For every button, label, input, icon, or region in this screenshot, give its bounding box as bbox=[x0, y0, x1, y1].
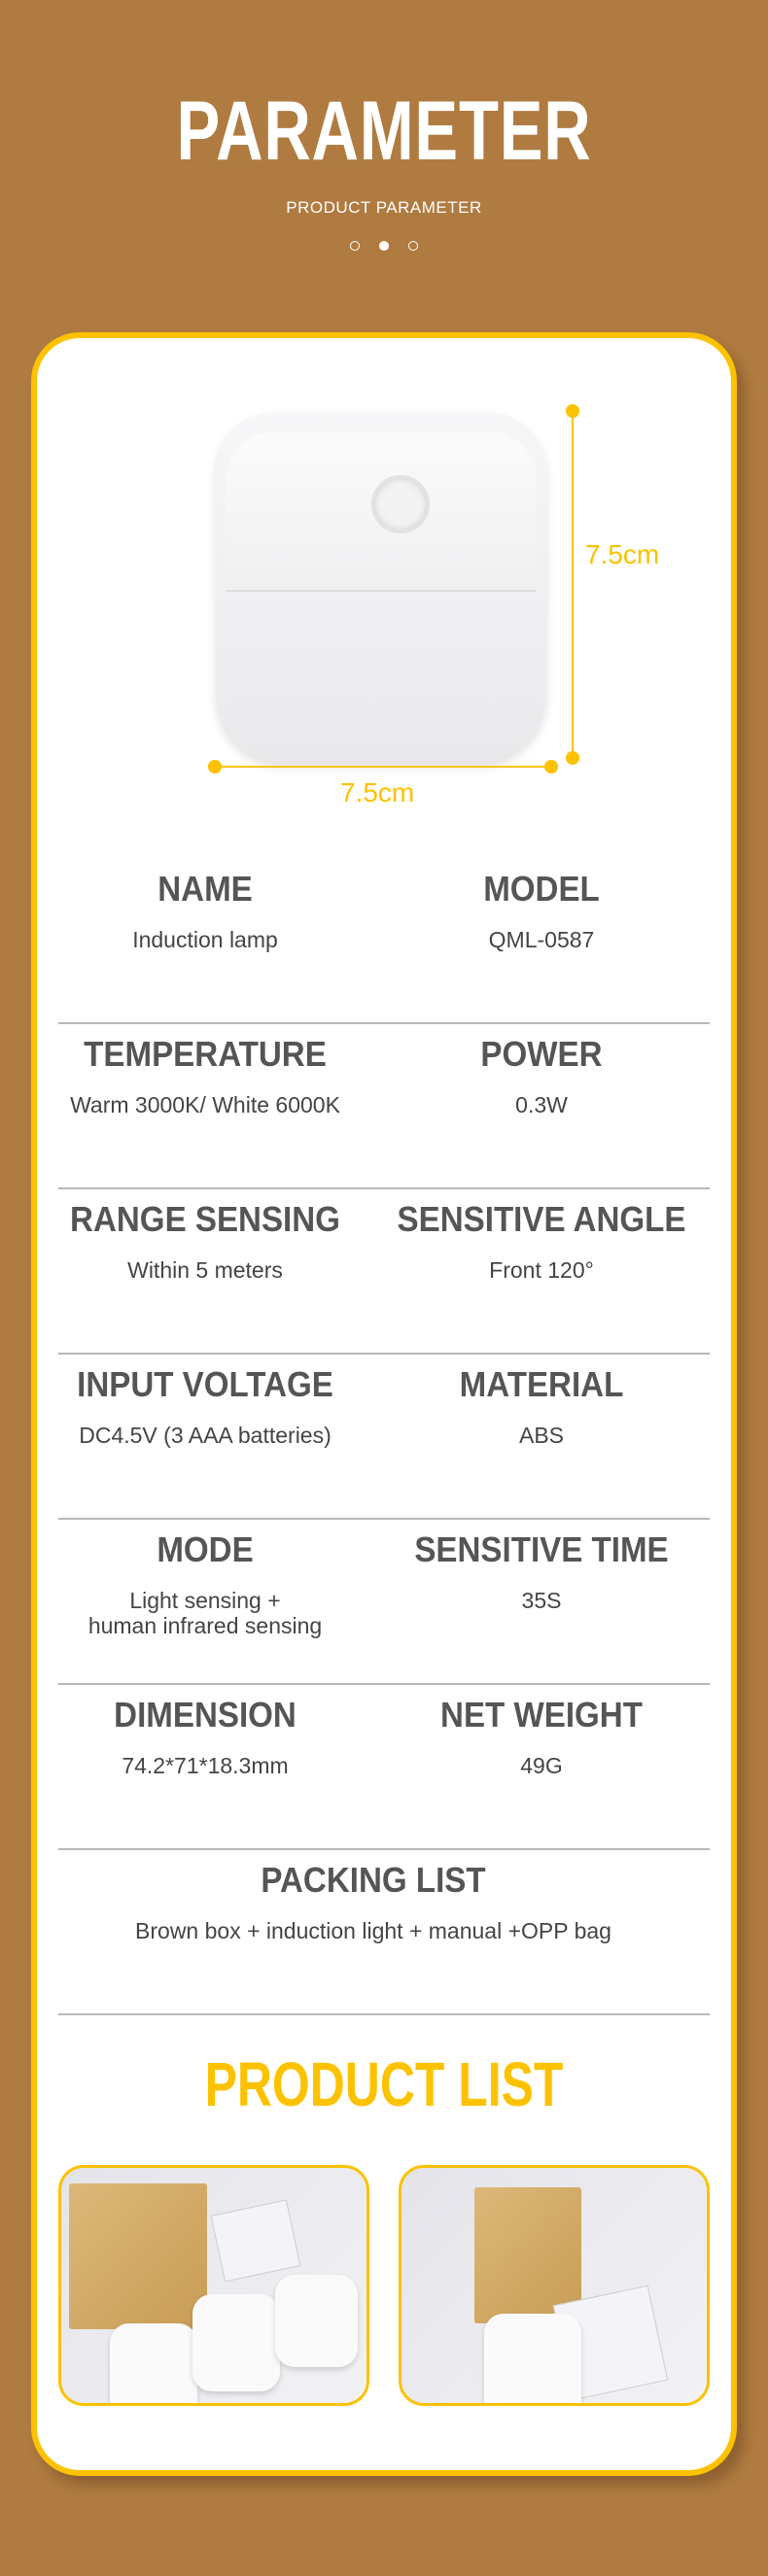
spec-value: 49G bbox=[520, 1753, 563, 1778]
width-dimension-line bbox=[216, 766, 552, 768]
pager-dots bbox=[0, 241, 768, 251]
page-title: PARAMETER bbox=[176, 85, 592, 178]
spec-value: 74.2*71*18.3mm bbox=[122, 1753, 289, 1778]
spec-value: Within 5 meters bbox=[127, 1257, 283, 1283]
dimension-dot bbox=[566, 751, 579, 765]
spec-label: SENSITIVE TIME bbox=[414, 1529, 669, 1569]
product-photo-3pack bbox=[58, 2165, 369, 2406]
spec-value: Front 120° bbox=[489, 1257, 594, 1283]
product-list-title: PRODUCT LIST bbox=[204, 2049, 564, 2119]
spec-left: MODE Light sensing + human infrared sensi… bbox=[37, 1520, 373, 1638]
product-image bbox=[216, 412, 546, 762]
spec-label: NET WEIGHT bbox=[440, 1695, 643, 1735]
spec-label: INPUT VOLTAGE bbox=[77, 1364, 333, 1404]
spec-right: SENSITIVE TIME 35S bbox=[373, 1520, 710, 1613]
pager-dot bbox=[350, 241, 360, 251]
spec-row: DIMENSION 74.2*71*18.3mm NET WEIGHT 49G bbox=[37, 1685, 710, 1850]
spec-label: SENSITIVE ANGLE bbox=[397, 1199, 686, 1239]
spec-row: RANGE SENSING Within 5 meters SENSITIVE AN… bbox=[37, 1189, 710, 1355]
spec-label: TEMPERATURE bbox=[84, 1034, 327, 1074]
spec-value: Warm 3000K/ White 6000K bbox=[70, 1092, 340, 1117]
pager-dot bbox=[408, 241, 418, 251]
spec-label: MODE bbox=[157, 1529, 254, 1569]
sensor-icon bbox=[371, 475, 430, 533]
spec-row-packing: PACKING LIST Brown box + induction light… bbox=[37, 1850, 710, 2015]
spec-right: SENSITIVE ANGLE Front 120° bbox=[373, 1189, 710, 1283]
dimension-dot bbox=[208, 760, 222, 773]
spec-label: POWER bbox=[480, 1034, 603, 1074]
spec-label: DIMENSION bbox=[114, 1695, 297, 1735]
spec-row: MODE Light sensing + human infrared sensi… bbox=[37, 1520, 710, 1685]
spec-label: RANGE SENSING bbox=[70, 1199, 340, 1239]
spec-row: INPUT VOLTAGE DC4.5V (3 AAA batteries) MAT… bbox=[37, 1355, 710, 1520]
divider bbox=[58, 1518, 710, 1520]
spec-value: QML-0587 bbox=[488, 927, 595, 952]
spec-label: MODEL bbox=[483, 869, 600, 909]
spec-label: MATERIAL bbox=[459, 1364, 624, 1404]
width-label: 7.5cm bbox=[340, 777, 415, 807]
spec-right: MODEL QML-0587 bbox=[373, 859, 710, 952]
spec-row: NAME Induction lamp MODEL QML-0587 bbox=[37, 859, 710, 1024]
divider bbox=[58, 1022, 710, 1024]
dimension-dot bbox=[544, 760, 558, 773]
spec-row: TEMPERATURE Warm 3000K/ White 6000K POWER 0… bbox=[37, 1024, 710, 1189]
spec-left: INPUT VOLTAGE DC4.5V (3 AAA batteries) bbox=[37, 1355, 373, 1448]
spec-left: NAME Induction lamp bbox=[37, 859, 373, 952]
dimension-dot bbox=[566, 404, 579, 418]
spec-right: NET WEIGHT 49G bbox=[373, 1685, 710, 1778]
divider bbox=[58, 1683, 710, 1685]
spec-value: 35S bbox=[521, 1588, 562, 1613]
spec-value: Light sensing + human infrared sensing bbox=[87, 1588, 323, 1638]
spec-label: NAME bbox=[157, 869, 253, 909]
height-dimension-line bbox=[572, 412, 574, 758]
divider bbox=[58, 2013, 710, 2015]
spec-label: PACKING LIST bbox=[261, 1860, 486, 1900]
spec-value: DC4.5V (3 AAA batteries) bbox=[79, 1423, 332, 1448]
spec-left: TEMPERATURE Warm 3000K/ White 6000K bbox=[37, 1024, 373, 1117]
spec-left: DIMENSION 74.2*71*18.3mm bbox=[37, 1685, 373, 1778]
spec-value: ABS bbox=[518, 1423, 565, 1448]
divider bbox=[58, 1848, 710, 1850]
spec-right: POWER 0.3W bbox=[373, 1024, 710, 1117]
divider bbox=[58, 1187, 710, 1189]
product-photo-single bbox=[399, 2165, 710, 2406]
height-label: 7.5cm bbox=[585, 539, 660, 569]
pager-dot-active bbox=[379, 241, 389, 251]
spec-value: Induction lamp bbox=[132, 927, 278, 952]
page-subtitle: PRODUCT PARAMETER bbox=[286, 198, 482, 217]
spec-right: MATERIAL ABS bbox=[373, 1355, 710, 1448]
spec-left: RANGE SENSING Within 5 meters bbox=[37, 1189, 373, 1283]
spec-value: Brown box + induction light + manual +OP… bbox=[135, 1918, 611, 1943]
spec-value: 0.3W bbox=[515, 1092, 568, 1117]
divider bbox=[58, 1353, 710, 1355]
